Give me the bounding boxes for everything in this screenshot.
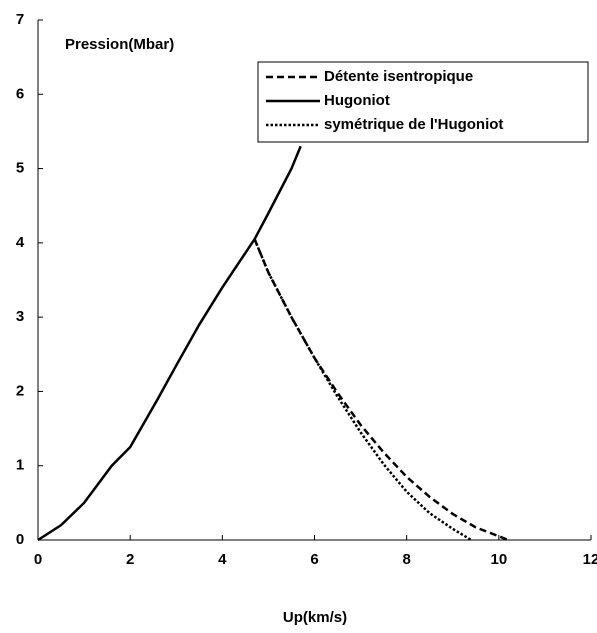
y-tick-label: 3 (16, 308, 24, 325)
x-tick-label: 2 (126, 551, 134, 568)
series-line (37, 145, 302, 542)
y-tick-label: 0 (16, 531, 24, 548)
legend-label: Détente isentropique (324, 68, 473, 85)
x-axis-label: Up(km/s) (283, 609, 347, 626)
x-tick-label: 8 (402, 551, 410, 568)
legend-label: symétrique de l'Hugoniot (324, 116, 503, 133)
y-tick-label: 6 (16, 85, 24, 102)
y-tick-label: 5 (16, 160, 24, 177)
y-tick-label: 2 (16, 382, 24, 399)
series-line (253, 238, 472, 542)
series-line (253, 238, 509, 542)
x-tick-label: 12 (583, 551, 597, 568)
x-tick-label: 6 (310, 551, 318, 568)
legend-label: Hugoniot (324, 92, 390, 109)
x-tick-label: 0 (34, 551, 42, 568)
x-tick-label: 10 (490, 551, 507, 568)
y-tick-label: 4 (16, 234, 25, 251)
x-tick-label: 4 (218, 551, 227, 568)
y-axis-label: Pression(Mbar) (65, 36, 174, 53)
y-tick-label: 7 (16, 11, 24, 28)
y-tick-label: 1 (16, 457, 24, 474)
